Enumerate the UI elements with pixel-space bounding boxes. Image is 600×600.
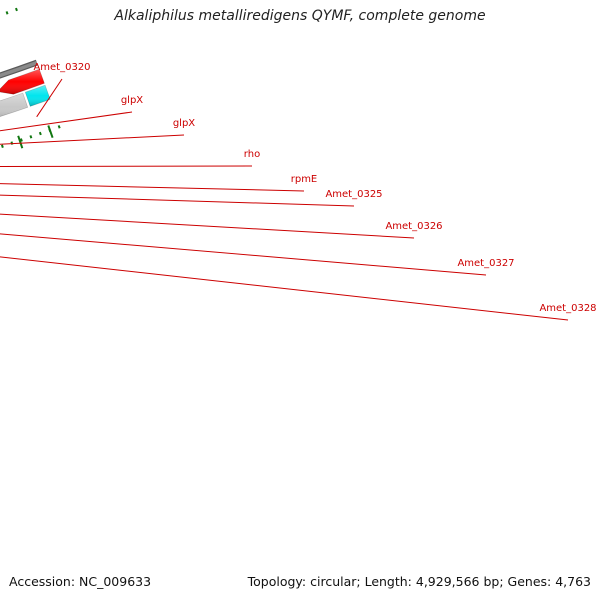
- outer-major-tick: [17, 135, 24, 149]
- outer-major-tick: [47, 125, 54, 139]
- gene-label: rpmE: [291, 174, 318, 185]
- gene-label: glpX: [173, 118, 195, 129]
- callout-line: [0, 233, 487, 276]
- callout-line: [0, 134, 185, 145]
- gene-label: glpX: [121, 95, 143, 106]
- cds-arrow-shading: [0, 69, 45, 95]
- callout-line: [0, 165, 253, 167]
- gene-callouts: Amet_0320 glpX glpX rho rpmE Amet_0325 Amet_03…: [0, 62, 597, 321]
- callout-line: [0, 194, 355, 207]
- callout-line: [0, 256, 569, 321]
- outer-tick-ring: [0, 125, 61, 149]
- callout-line: [36, 78, 63, 118]
- gene-label: Amet_0328: [539, 303, 596, 314]
- gene-label: rho: [244, 149, 260, 160]
- gene-label: Amet_0326: [385, 221, 442, 232]
- map-title: Alkaliphilus metalliredigens QYMF, compl…: [114, 8, 486, 24]
- callout-line: [0, 183, 305, 192]
- gene-label: Amet_0327: [457, 258, 514, 269]
- gene-label: Amet_0320: [33, 62, 90, 73]
- callout-line: [0, 111, 133, 132]
- feature-bar-cyan-shading: [25, 85, 51, 107]
- callout-line: [0, 213, 415, 239]
- feature-track: [0, 68, 51, 117]
- outer-dot-ring: [0, 125, 61, 149]
- accession-text: Accession: NC_009633: [9, 574, 152, 589]
- feature-bar-gray-shading: [0, 93, 28, 117]
- kbp-scale-labels: 359 kbp360 kbp361 kbp362 kbp363 kbp364 k…: [0, 0, 1, 72]
- genome-summary-text: Topology: circular; Length: 4,929,566 bp…: [247, 574, 591, 589]
- gene-label: Amet_0325: [325, 189, 382, 200]
